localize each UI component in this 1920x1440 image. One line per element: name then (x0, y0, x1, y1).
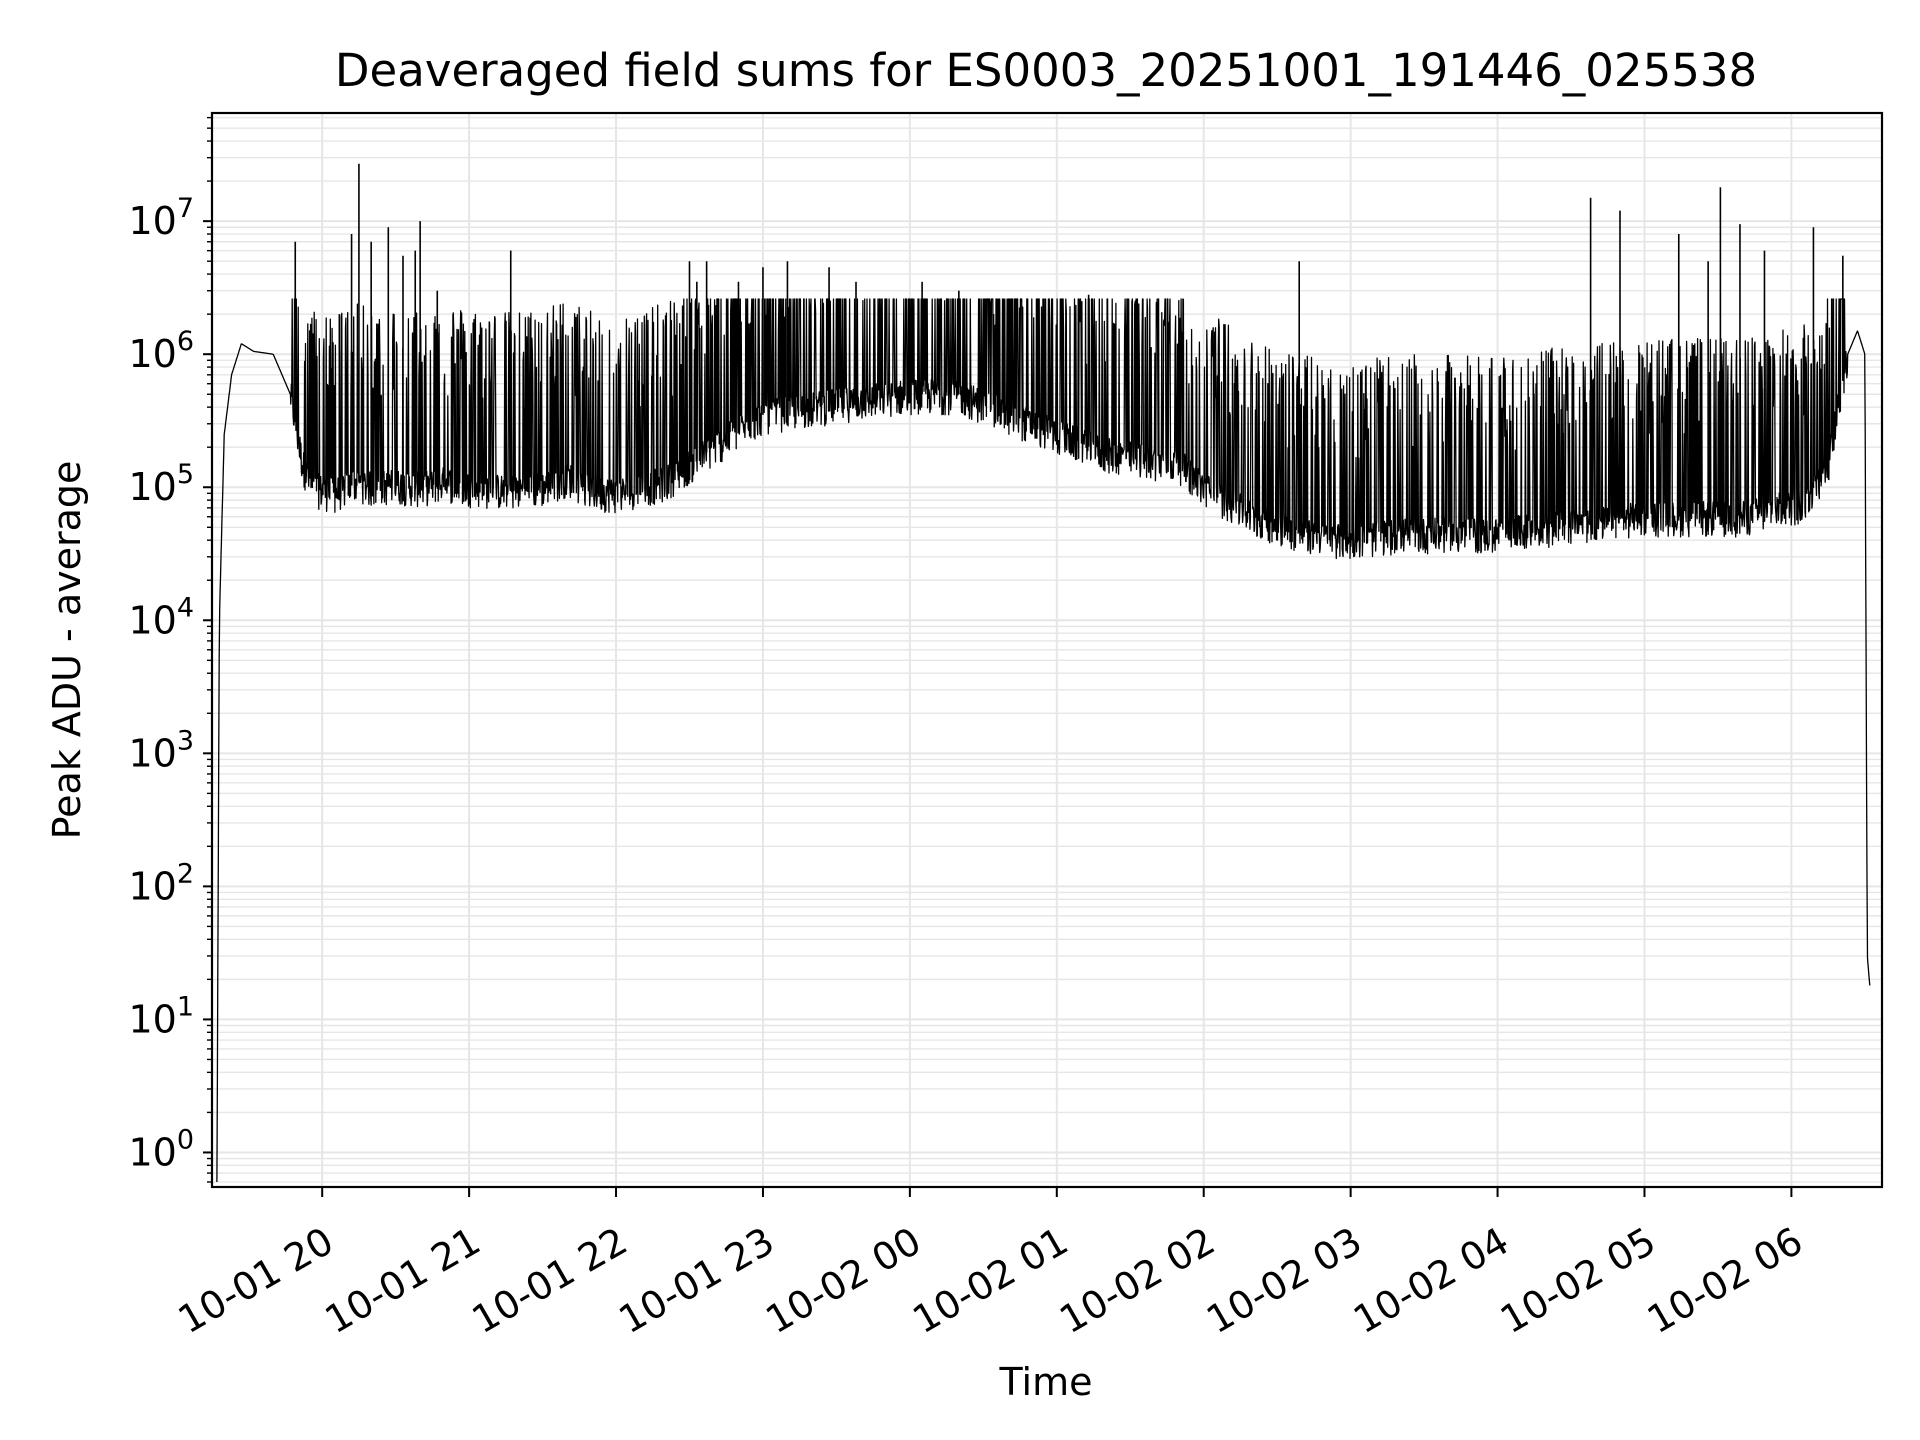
y-tick-label: 100 (128, 1124, 194, 1174)
y-tick-label: 106 (128, 326, 194, 376)
y-tick-label: 104 (128, 592, 194, 642)
y-axis-label: Peak ADU - average (45, 461, 89, 840)
x-axis-label: Time (999, 1360, 1093, 1404)
y-tick-label: 107 (128, 193, 194, 243)
y-axis: 100 101 102 103 104 105 106 107 (128, 116, 212, 1183)
y-tick-label: 105 (128, 459, 194, 509)
series-line (216, 298, 1871, 1183)
y-tick-label: 101 (128, 991, 194, 1041)
y-tick-label: 102 (128, 858, 194, 908)
y-tick-label: 103 (128, 725, 194, 775)
chart-title: Deaveraged field sums for ES0003_2025100… (335, 44, 1757, 97)
minor-gridlines (212, 116, 1882, 1183)
major-gridlines (212, 113, 1882, 1187)
series-layer (216, 163, 1871, 1183)
